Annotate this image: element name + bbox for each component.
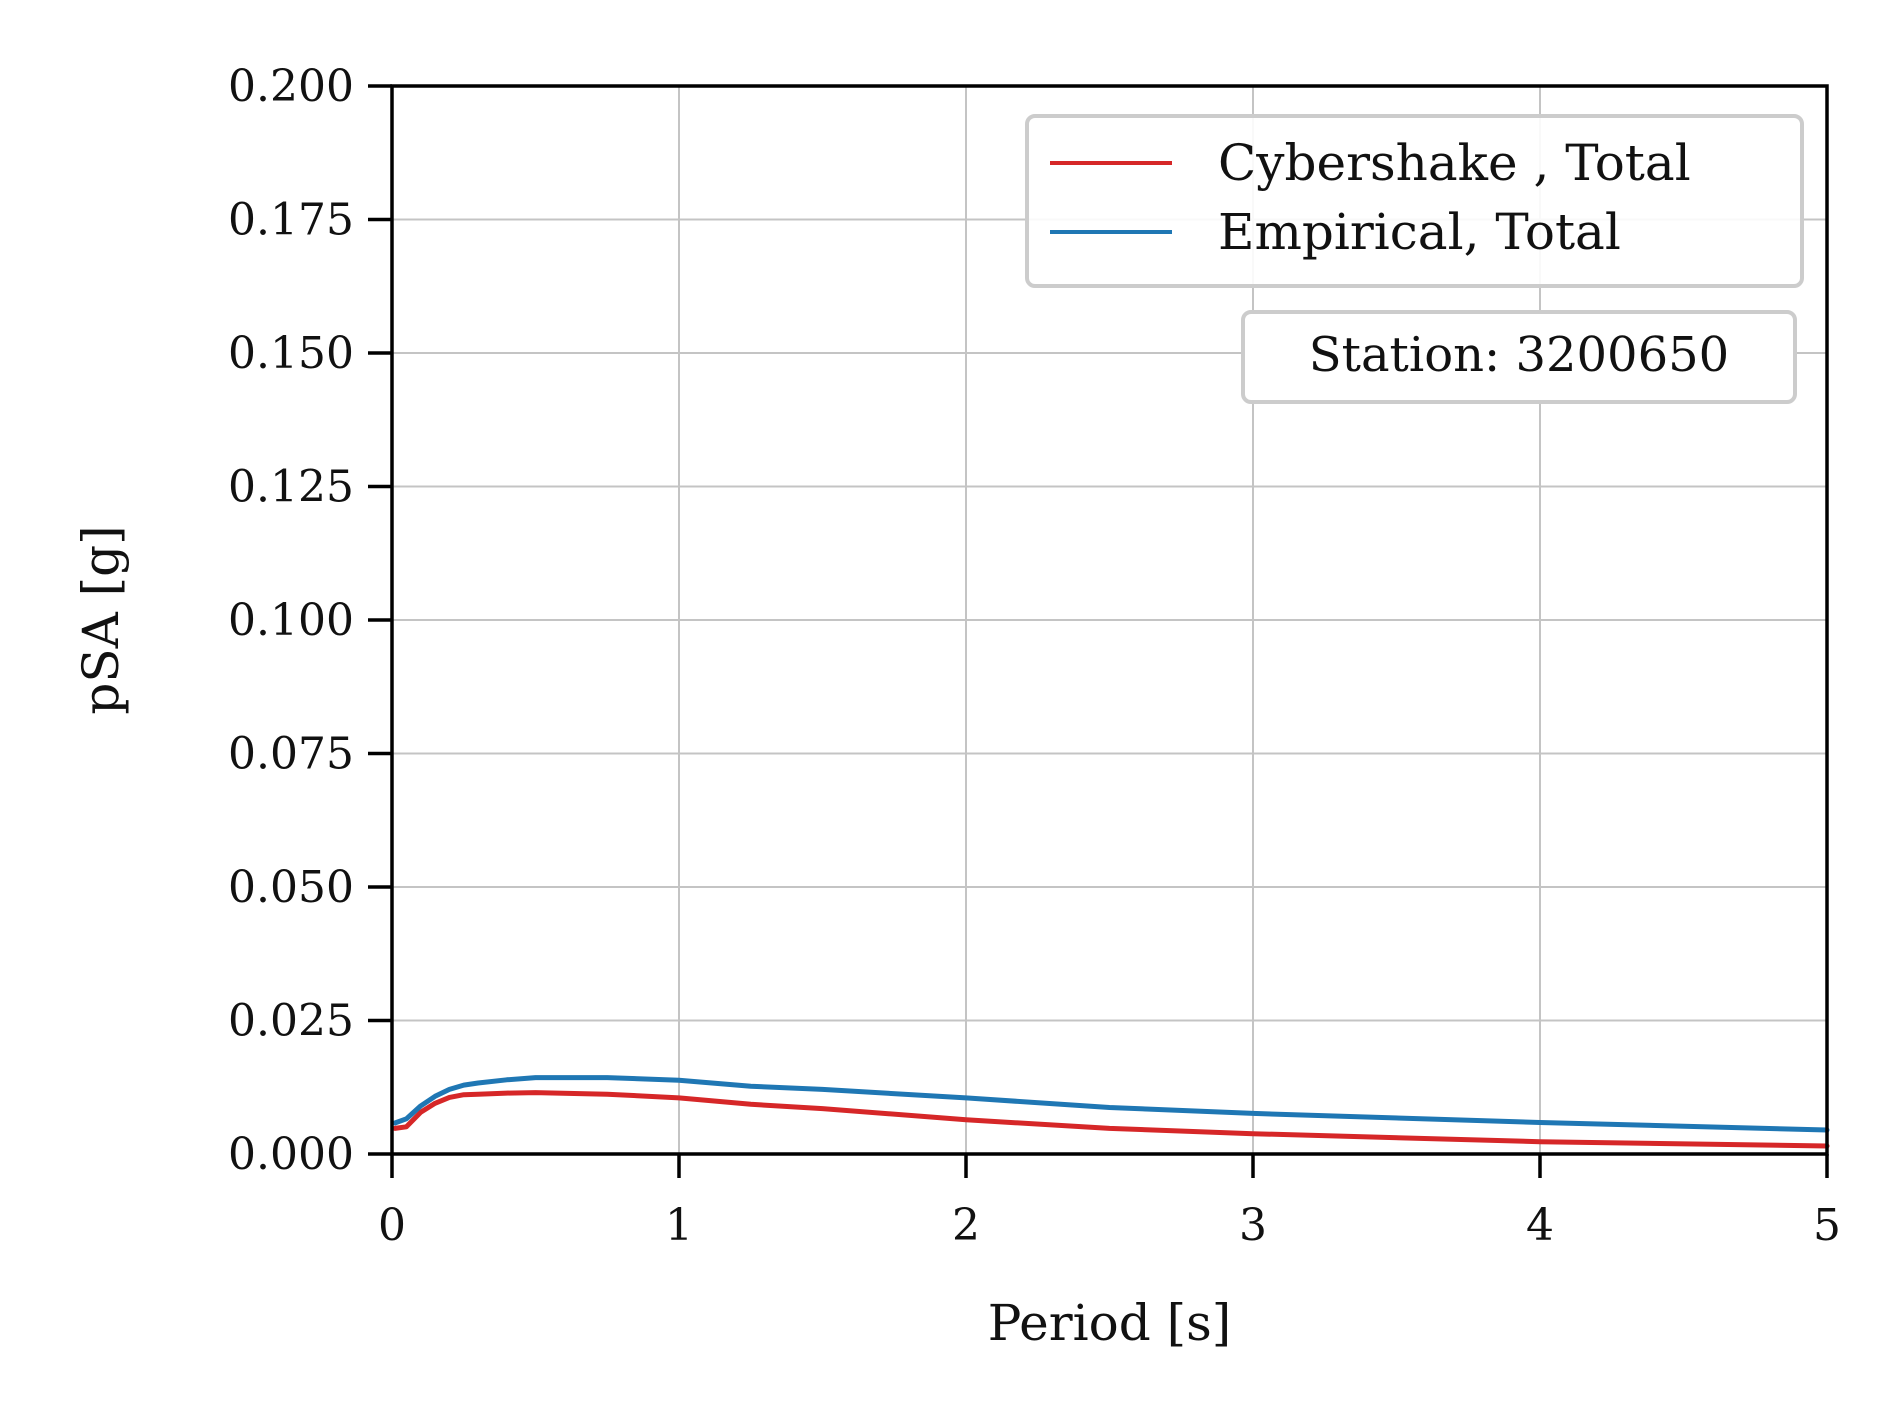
station-annotation-text: Station: 3200650 (1309, 327, 1729, 383)
y-tick-label: 0.125 (228, 462, 354, 513)
y-tick-label: 0.025 (228, 996, 354, 1047)
legend-box (1025, 114, 1804, 288)
x-axis-label: Period [s] (988, 1294, 1232, 1352)
x-tick-label: 2 (952, 1200, 980, 1251)
x-tick-label: 1 (665, 1200, 693, 1251)
station-annotation: Station: 3200650 (1241, 310, 1797, 404)
legend: Cybershake , Total Empirical, Total (1025, 114, 1804, 288)
y-tick-label: 0.150 (228, 328, 354, 379)
y-axis-label: pSA [g] (72, 525, 130, 714)
x-tick-label: 5 (1813, 1200, 1841, 1251)
series-line-empirical (392, 1075, 1830, 1133)
y-tick-label: 0.100 (228, 595, 354, 646)
x-tick-label: 0 (378, 1200, 406, 1251)
x-tick-label: 3 (1239, 1200, 1267, 1251)
axis-ticks: 0 1 2 3 4 5 0.000 0.025 0.050 0.075 0.100 0.125 0.15… (228, 61, 1841, 1251)
legend-label-empirical: Empirical, Total (1218, 203, 1621, 261)
y-tick-label: 0.050 (228, 862, 354, 913)
series-layer (392, 1075, 1830, 1149)
y-tick-label: 0.000 (228, 1129, 354, 1180)
station-annotation-box (1241, 310, 1797, 404)
series-line-cybershake (392, 1090, 1830, 1149)
y-tick-label: 0.175 (228, 195, 354, 246)
x-tick-label: 4 (1526, 1200, 1554, 1251)
legend-label-cybershake: Cybershake , Total (1218, 134, 1691, 192)
y-tick-label: 0.200 (228, 61, 354, 112)
y-tick-label: 0.075 (228, 729, 354, 780)
